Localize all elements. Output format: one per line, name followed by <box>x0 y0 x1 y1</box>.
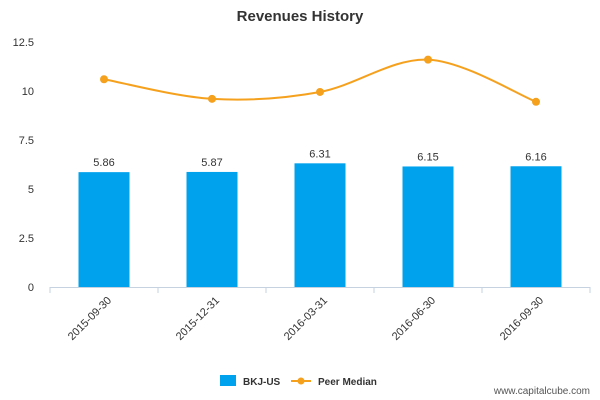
bar-data-label: 6.16 <box>525 151 546 163</box>
legend-marker-peer <box>297 377 305 385</box>
chart-title: Revenues History <box>237 8 364 25</box>
line-point <box>100 75 108 84</box>
bar-data-label: 5.87 <box>201 157 222 169</box>
line-point <box>532 97 540 106</box>
bar-data-label: 6.31 <box>309 148 330 160</box>
bar-series: 5.86 5.87 6.31 6.15 6.16 <box>78 148 562 287</box>
line-point <box>208 94 216 103</box>
x-axis: 2015-09-30 2015-12-31 2016-03-31 2016-06-30… <box>49 287 591 343</box>
x-tick-label: 2015-09-30 <box>66 295 114 343</box>
line-series <box>100 55 540 106</box>
line-point <box>316 87 324 96</box>
y-tick-label: 5 <box>28 184 34 196</box>
bar <box>402 166 454 287</box>
bar <box>294 163 346 287</box>
bar <box>186 171 238 287</box>
x-tick-label: 2015-12-31 <box>174 295 222 343</box>
legend: BKJ-US Peer Median <box>220 375 377 388</box>
y-tick-label: 12.5 <box>13 37 34 49</box>
x-tick-label: 2016-06-30 <box>390 295 438 343</box>
bar <box>510 166 562 287</box>
legend-label-peer: Peer Median <box>318 377 377 388</box>
y-tick-label: 10 <box>22 86 34 98</box>
bar-data-label: 6.15 <box>417 151 438 163</box>
y-axis: 0 2.5 5 7.5 10 12.5 <box>13 37 34 294</box>
y-tick-label: 2.5 <box>19 233 34 245</box>
x-tick-label: 2016-09-30 <box>498 295 546 343</box>
line-point <box>424 55 432 64</box>
legend-label-bkj: BKJ-US <box>243 377 281 388</box>
bar-data-label: 5.86 <box>93 157 114 169</box>
legend-swatch-bkj <box>220 375 236 386</box>
x-tick-label: 2016-03-31 <box>282 295 330 343</box>
y-tick-label: 7.5 <box>19 135 34 147</box>
bar <box>78 172 130 287</box>
y-tick-label: 0 <box>28 282 34 294</box>
watermark: www.capitalcube.com <box>493 386 590 397</box>
